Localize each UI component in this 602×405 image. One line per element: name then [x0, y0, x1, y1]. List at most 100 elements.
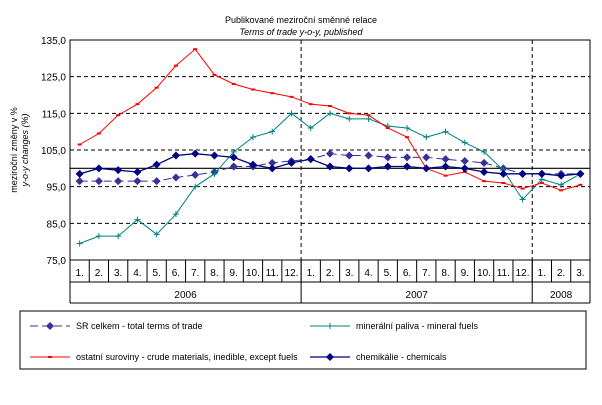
legend-label: SR celkem - total terms of trade	[76, 321, 203, 331]
data-point	[75, 177, 84, 186]
data-point	[537, 169, 546, 178]
data-point	[345, 164, 354, 173]
data-point	[287, 158, 296, 167]
data-point	[422, 153, 431, 162]
x-tick-label: 9.	[461, 268, 469, 279]
data-point	[229, 162, 238, 171]
data-point	[422, 164, 431, 173]
x-tick-label: 8.	[210, 268, 218, 279]
data-point	[96, 132, 101, 135]
data-point	[558, 181, 565, 188]
data-point	[403, 162, 412, 171]
data-point	[48, 356, 52, 358]
data-point	[346, 115, 353, 122]
data-point	[211, 170, 218, 177]
data-point	[364, 164, 373, 173]
data-point	[249, 134, 256, 141]
data-point	[442, 128, 449, 135]
y-tick-label: 85,0	[47, 219, 67, 230]
x-tick-label: 1.	[307, 268, 315, 279]
data-point	[172, 211, 179, 218]
year-label: 2007	[406, 290, 429, 301]
y-tick-label: 115,0	[42, 109, 67, 120]
series-3	[75, 149, 585, 180]
chart-title: Publikované meziroční směnné relace	[225, 15, 377, 25]
data-point	[481, 148, 488, 155]
x-tick-label: 7.	[422, 268, 430, 279]
data-point	[347, 112, 352, 115]
x-tick-label: 7.	[191, 268, 199, 279]
y-axis-label-cz: meziroční změny v %	[9, 107, 19, 193]
data-point	[576, 169, 585, 178]
data-point	[171, 151, 180, 160]
legend-label: ostatní suroviny - crude materials, ined…	[76, 352, 298, 362]
data-point	[173, 64, 178, 67]
data-point	[383, 162, 392, 171]
x-tick-label: 10.	[477, 268, 491, 279]
x-tick-label: 6.	[403, 268, 411, 279]
data-point	[133, 168, 142, 176]
data-point	[94, 164, 103, 173]
data-point	[248, 160, 257, 169]
data-point	[269, 128, 276, 135]
data-point	[76, 240, 83, 247]
data-point	[212, 73, 217, 76]
data-point	[116, 114, 121, 117]
data-point	[365, 115, 372, 122]
data-point	[268, 158, 277, 167]
data-point	[518, 169, 527, 178]
y-axis-label-en: y-o-y changes (%)	[20, 113, 30, 187]
data-point	[460, 164, 469, 173]
data-point	[326, 162, 334, 171]
data-point	[482, 180, 487, 183]
data-point	[135, 103, 140, 106]
x-tick-label: 2.	[95, 268, 103, 279]
x-tick-label: 2.	[326, 268, 334, 279]
data-point	[307, 125, 314, 131]
data-point	[520, 187, 525, 190]
y-tick-label: 125,0	[41, 73, 66, 84]
data-point	[480, 158, 489, 167]
data-point	[557, 171, 566, 180]
data-point	[404, 125, 411, 131]
data-point	[152, 177, 161, 186]
data-point	[114, 177, 123, 186]
data-point	[288, 110, 295, 117]
legend-label: chemikálie - chemicals	[356, 352, 447, 362]
legend-box	[19, 310, 587, 370]
data-point	[480, 168, 489, 176]
data-point	[154, 86, 159, 89]
x-tick-label: 3.	[114, 268, 122, 279]
data-point	[383, 153, 392, 162]
data-point	[133, 177, 142, 186]
chart-subtitle: Terms of trade y-o-y, published	[239, 27, 363, 37]
data-point	[210, 151, 219, 160]
data-point	[461, 139, 468, 146]
data-point	[328, 105, 332, 107]
year-label: 2006	[174, 290, 197, 301]
y-tick-label: 75,0	[47, 256, 67, 267]
data-point	[366, 114, 371, 117]
data-point	[115, 233, 122, 240]
data-point	[153, 231, 160, 238]
data-point	[46, 322, 54, 330]
data-point	[231, 83, 236, 85]
data-point	[441, 162, 450, 171]
data-point	[152, 160, 161, 169]
x-tick-label: 11.	[266, 268, 279, 279]
y-tick-label: 135,0	[41, 36, 66, 47]
data-point	[364, 151, 373, 160]
data-point	[405, 136, 410, 139]
data-point	[94, 177, 103, 186]
data-point	[327, 110, 333, 117]
x-tick-label: 4.	[364, 268, 372, 279]
series-0	[75, 149, 585, 186]
x-tick-label: 1.	[75, 268, 83, 279]
data-point	[501, 182, 506, 184]
data-point	[191, 170, 200, 179]
data-point	[308, 103, 313, 106]
x-tick-label: 12.	[516, 268, 530, 279]
data-point	[499, 169, 508, 178]
y-tick-label: 105,0	[41, 146, 66, 157]
